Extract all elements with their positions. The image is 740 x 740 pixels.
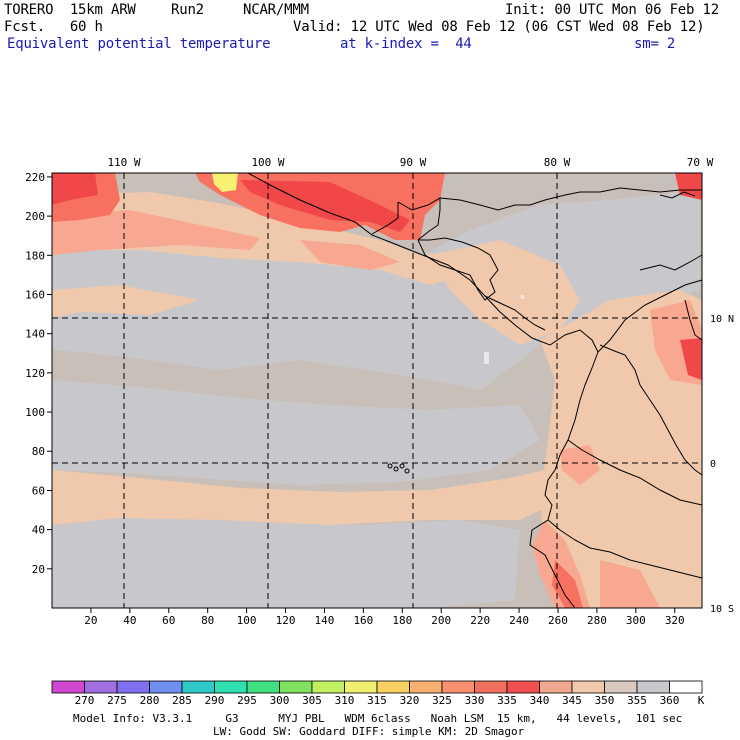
lon-label-70w: 70 W (687, 156, 714, 169)
colorbar-labels: 270 275 280 285 290 295 300 305 310 315 320 325 330 3… (75, 694, 680, 707)
colorbar-swatch (539, 680, 573, 694)
y-axis-ticks: 220 200 180 160 140 120 100 80 60 40 20 (25, 171, 52, 576)
colorbar-swatch (474, 680, 508, 694)
coastlines (247, 172, 703, 609)
x-tick-240: 240 (509, 614, 529, 627)
colorbar-swatch (214, 680, 248, 694)
center-label: NCAR/MMM (243, 2, 309, 18)
y-tick-60: 60 (32, 484, 45, 497)
x-tick-260: 260 (548, 614, 568, 627)
lon-label-100w: 100 W (251, 156, 284, 169)
colorbar-swatch (376, 680, 410, 694)
colorbar-swatch (311, 680, 345, 694)
colorbar-swatch (604, 680, 638, 694)
y-tick-180: 180 (25, 249, 45, 262)
colorbar-swatch (669, 680, 703, 694)
model-name: TORERO 15km ARW (4, 2, 136, 18)
x-axis-ticks: 20 40 60 80 100 120 140 160 180 200 220 240 260 280 30… (84, 608, 685, 627)
run-label: Run2 (171, 2, 204, 18)
colorbar-unit: K (698, 694, 705, 707)
lon-label-80w: 80 W (544, 156, 571, 169)
colorbar-label-310: 310 (335, 694, 355, 707)
y-tick-140: 140 (25, 328, 45, 341)
x-tick-40: 40 (123, 614, 136, 627)
y-tick-80: 80 (32, 445, 45, 458)
colorbar-label-355: 355 (627, 694, 647, 707)
init-time: Init: 00 UTC Mon 06 Feb 12 (505, 2, 719, 18)
colorbar-label-280: 280 (140, 694, 160, 707)
x-tick-20: 20 (84, 614, 97, 627)
colorbar-label-340: 340 (530, 694, 550, 707)
level-label: at k-index = 44 (340, 36, 472, 52)
physics-info-line: LW: Godd SW: Goddard DIFF: simple KM: 2D… (213, 725, 525, 738)
colorbar-label-270: 270 (75, 694, 95, 707)
colorbar-label-330: 330 (465, 694, 485, 707)
y-tick-40: 40 (32, 524, 45, 537)
colorbar-label-285: 285 (172, 694, 192, 707)
x-tick-300: 300 (626, 614, 646, 627)
colorbar-label-305: 305 (302, 694, 322, 707)
x-tick-100: 100 (237, 614, 257, 627)
x-tick-220: 220 (470, 614, 490, 627)
colorbar-swatch (571, 680, 605, 694)
lat-label-10s: 10 S (710, 604, 734, 615)
colorbar-label-275: 275 (107, 694, 127, 707)
smoothing-label: sm= 2 (634, 36, 676, 52)
colorbar-swatch (344, 680, 378, 694)
y-tick-200: 200 (25, 210, 45, 223)
colorbar-swatch (636, 680, 670, 694)
colorbar-swatch (84, 680, 118, 694)
x-tick-180: 180 (392, 614, 412, 627)
colorbar-swatch (279, 680, 313, 694)
colorbar (51, 680, 703, 694)
plot-frame (51, 172, 703, 609)
colorbar-swatch (51, 680, 85, 694)
latitude-labels: 10 N 0 10 S (710, 314, 734, 615)
colorbar-label-320: 320 (400, 694, 420, 707)
y-tick-220: 220 (25, 171, 45, 184)
x-tick-320: 320 (665, 614, 685, 627)
forecast-hour: Fcst. 60 h (4, 19, 103, 35)
colorbar-label-335: 335 (497, 694, 517, 707)
shaded-field (52, 173, 702, 608)
x-tick-280: 280 (587, 614, 607, 627)
lon-label-90w: 90 W (400, 156, 427, 169)
x-tick-120: 120 (276, 614, 296, 627)
y-tick-160: 160 (25, 288, 45, 301)
colorbar-swatch (506, 680, 540, 694)
lat-label-0: 0 (710, 459, 716, 470)
colorbar-label-290: 290 (205, 694, 225, 707)
valid-time: Valid: 12 UTC Wed 08 Feb 12 (06 CST Wed … (293, 19, 705, 35)
colorbar-label-350: 350 (595, 694, 615, 707)
colorbar-swatch (116, 680, 150, 694)
longitude-labels: 110 W 100 W 90 W 80 W 70 W (107, 156, 713, 169)
colorbar-label-300: 300 (270, 694, 290, 707)
colorbar-swatch (181, 680, 215, 694)
y-tick-120: 120 (25, 367, 45, 380)
colorbar-label-360: 360 (660, 694, 680, 707)
field-name: Equivalent potential temperature (7, 36, 271, 52)
colorbar-swatch (246, 680, 280, 694)
x-tick-140: 140 (315, 614, 335, 627)
colorbar-label-345: 345 (562, 694, 582, 707)
lat-lon-grid (52, 173, 702, 608)
x-tick-60: 60 (162, 614, 175, 627)
x-tick-200: 200 (431, 614, 451, 627)
colorbar-label-325: 325 (432, 694, 452, 707)
x-tick-80: 80 (201, 614, 214, 627)
y-tick-20: 20 (32, 563, 45, 576)
colorbar-swatch (149, 680, 183, 694)
y-tick-100: 100 (25, 406, 45, 419)
colorbar-swatch (409, 680, 443, 694)
colorbar-swatch (441, 680, 475, 694)
lat-label-10n: 10 N (710, 314, 734, 325)
x-tick-160: 160 (353, 614, 373, 627)
lon-label-110w: 110 W (107, 156, 140, 169)
colorbar-label-315: 315 (367, 694, 387, 707)
colorbar-label-295: 295 (237, 694, 257, 707)
model-info-line: Model Info: V3.3.1 G3 MYJ PBL WDM 6class… (73, 712, 683, 725)
